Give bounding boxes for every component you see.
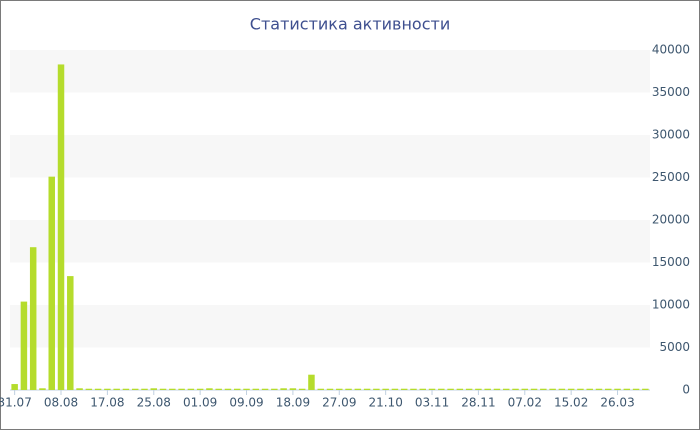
bar [104, 388, 111, 390]
x-tick-label: 01.09 [183, 396, 217, 410]
bar [67, 276, 74, 390]
bar [94, 388, 102, 390]
bar [234, 388, 241, 390]
bar [113, 388, 120, 390]
bar [169, 388, 176, 390]
bar [484, 388, 491, 390]
y-tick-label: 20000 [652, 213, 690, 227]
x-tick-label: 31.07 [0, 396, 32, 410]
bar [419, 388, 426, 390]
bar [400, 388, 408, 390]
bar [298, 388, 306, 390]
bar [512, 388, 519, 390]
y-tick-label: 5000 [659, 340, 690, 354]
bar [317, 388, 324, 390]
x-tick-label: 17.08 [90, 396, 124, 410]
bar [85, 388, 93, 390]
bar [271, 388, 278, 390]
bar [605, 388, 612, 390]
bar [243, 388, 250, 390]
bar [141, 388, 148, 390]
bar [382, 388, 389, 390]
bar [224, 388, 232, 390]
bar [215, 388, 222, 390]
bar [410, 388, 417, 390]
bar [623, 388, 631, 390]
bar [493, 388, 501, 390]
bar [11, 384, 18, 390]
bar [502, 388, 510, 390]
bar [456, 388, 464, 390]
bar [373, 388, 380, 390]
bar [252, 388, 260, 390]
grid-band [10, 305, 650, 348]
x-tick-label: 26.03 [600, 396, 634, 410]
y-tick-label: 40000 [652, 43, 690, 57]
bar [447, 388, 454, 390]
bar [391, 388, 399, 390]
bar [122, 388, 130, 390]
bar [29, 247, 37, 390]
bar [354, 388, 362, 390]
y-tick-label: 25000 [652, 170, 690, 184]
bar [39, 388, 46, 390]
bar [428, 388, 436, 390]
y-tick-label: 35000 [652, 85, 690, 99]
bar [632, 388, 640, 390]
bar [595, 388, 603, 390]
bar [438, 388, 445, 390]
bar [465, 388, 473, 390]
bar [76, 388, 83, 390]
grid-band [10, 50, 650, 93]
x-tick-label: 07.02 [508, 396, 542, 410]
x-tick-label: 18.09 [276, 396, 310, 410]
bar [261, 388, 269, 390]
y-tick-label: 10000 [652, 298, 690, 312]
bar [131, 388, 139, 390]
bar [363, 388, 371, 390]
x-tick-label: 03.11 [415, 396, 449, 410]
bar [558, 388, 566, 390]
bar [20, 301, 28, 390]
x-tick-label: 15.02 [554, 396, 588, 410]
bar [549, 388, 556, 390]
bar [586, 388, 593, 390]
y-tick-label: 0 [682, 383, 690, 397]
x-tick-label: 27.09 [322, 396, 356, 410]
bar [326, 388, 334, 390]
bar [521, 388, 529, 390]
bar [206, 388, 213, 390]
bar [642, 388, 649, 390]
bar [187, 388, 195, 390]
x-tick-label: 25.08 [137, 396, 171, 410]
x-tick-label: 21.10 [368, 396, 402, 410]
bar [540, 388, 547, 390]
bar [567, 388, 575, 390]
bar [530, 388, 538, 390]
x-tick-label: 28.11 [461, 396, 495, 410]
x-tick-label: 09.09 [229, 396, 263, 410]
y-tick-label: 15000 [652, 255, 690, 269]
bar [150, 388, 158, 390]
bar [289, 388, 297, 390]
bar [614, 388, 621, 390]
y-tick-label: 30000 [652, 128, 690, 142]
bar [345, 388, 352, 390]
bar [159, 388, 167, 390]
bar [196, 388, 204, 390]
chart-title: Статистика активности [250, 15, 450, 34]
bar [280, 388, 287, 390]
bar [308, 374, 315, 390]
bar [475, 388, 482, 390]
x-tick-label: 08.08 [44, 396, 78, 410]
bar [336, 388, 343, 390]
grid-band [10, 135, 650, 178]
bar [57, 64, 65, 390]
bar [48, 176, 55, 390]
bar [577, 388, 584, 390]
bar [178, 388, 185, 390]
grid-band [10, 220, 650, 263]
